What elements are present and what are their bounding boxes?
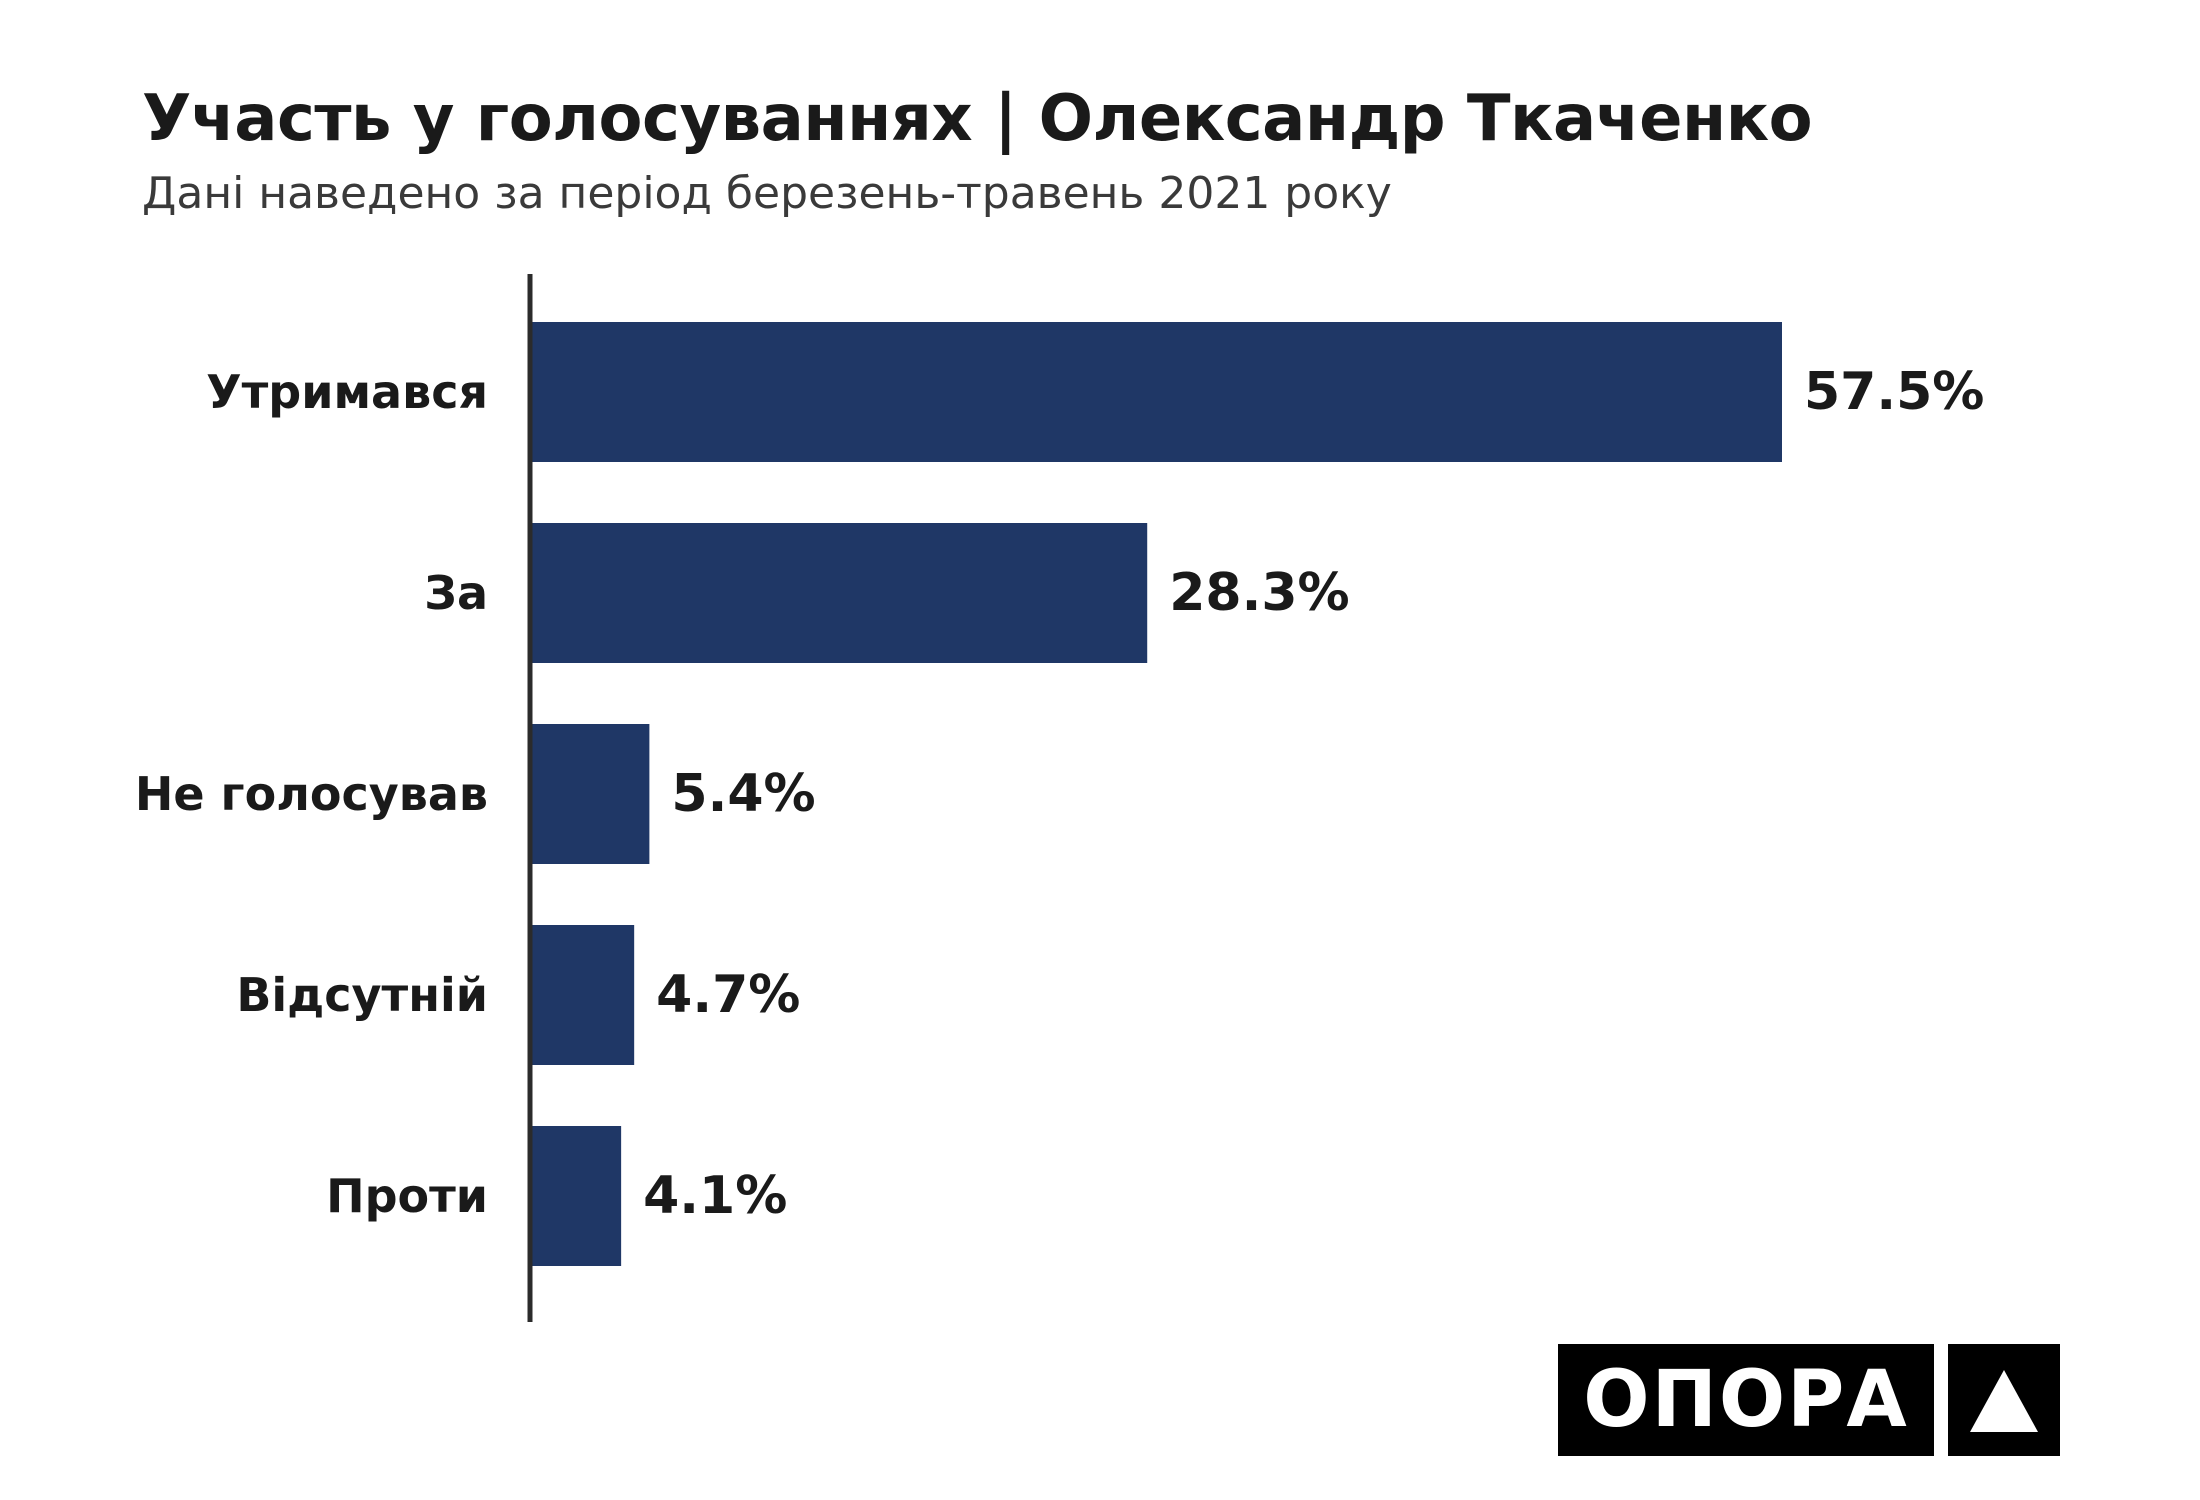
category-label: Відсутній (236, 968, 488, 1022)
bar (532, 724, 650, 864)
logo-icon-box (1948, 1344, 2060, 1456)
chart-subtitle: Дані наведено за період березень-травень… (142, 168, 1392, 219)
triangle-icon (1970, 1370, 2038, 1432)
bar (532, 925, 635, 1065)
bar (532, 523, 1148, 663)
value-label: 4.1% (643, 1166, 787, 1226)
logo-text-box: ОПОРА (1558, 1344, 1934, 1456)
bars-group: Утримався 57.5% За 28.3% Не голосував 5.4% Від… (135, 322, 1984, 1266)
bar (532, 1126, 622, 1266)
category-label: Не голосував (135, 767, 488, 821)
category-label: Проти (326, 1169, 488, 1223)
chart-title: Участь у голосуваннях | Олександр Ткачен… (142, 82, 1813, 156)
category-label: За (424, 566, 488, 620)
value-label: 57.5% (1804, 362, 1984, 422)
category-label: Утримався (206, 365, 488, 419)
bar (532, 322, 1782, 462)
value-label: 4.7% (656, 965, 800, 1025)
value-label: 28.3% (1169, 563, 1349, 623)
value-label: 5.4% (671, 764, 815, 824)
opora-logo: ОПОРА (1558, 1344, 2060, 1456)
logo-text: ОПОРА (1583, 1355, 1909, 1445)
